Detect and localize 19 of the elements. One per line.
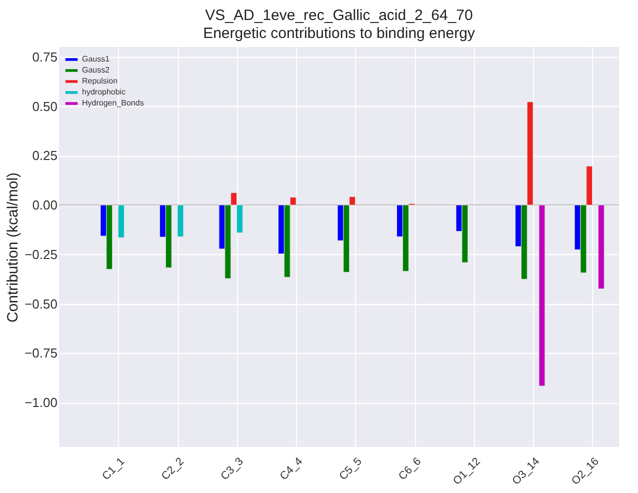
chart-title: VS_AD_1eve_rec_Gallic_acid_2_64_70 bbox=[205, 7, 473, 24]
y-tick-label: −0.50 bbox=[24, 296, 58, 312]
y-axis-title: Contribution (kcal/mol) bbox=[4, 172, 22, 323]
y-tick-label: −0.75 bbox=[24, 346, 58, 361]
legend-label: Hydrogen_Bonds bbox=[82, 98, 144, 108]
bar bbox=[538, 204, 546, 386]
y-tick-label: 0.50 bbox=[32, 98, 58, 114]
bar bbox=[177, 204, 184, 237]
y-tick-label: 0.75 bbox=[32, 49, 58, 64]
legend-label: Gauss2 bbox=[82, 66, 110, 74]
legend-label: hydrophobic bbox=[82, 88, 126, 96]
y-tick-label: 0.00 bbox=[32, 198, 58, 213]
legend-label: Gauss1 bbox=[82, 54, 110, 64]
y-tick-label: 0.25 bbox=[32, 148, 58, 164]
y-tick-label: −0.25 bbox=[24, 246, 58, 262]
bar bbox=[598, 204, 604, 290]
legend-label: Repulsion bbox=[82, 76, 118, 86]
y-tick-label: −1.00 bbox=[24, 395, 58, 410]
chart-subtitle: Energetic contributions to binding energy bbox=[203, 25, 476, 42]
